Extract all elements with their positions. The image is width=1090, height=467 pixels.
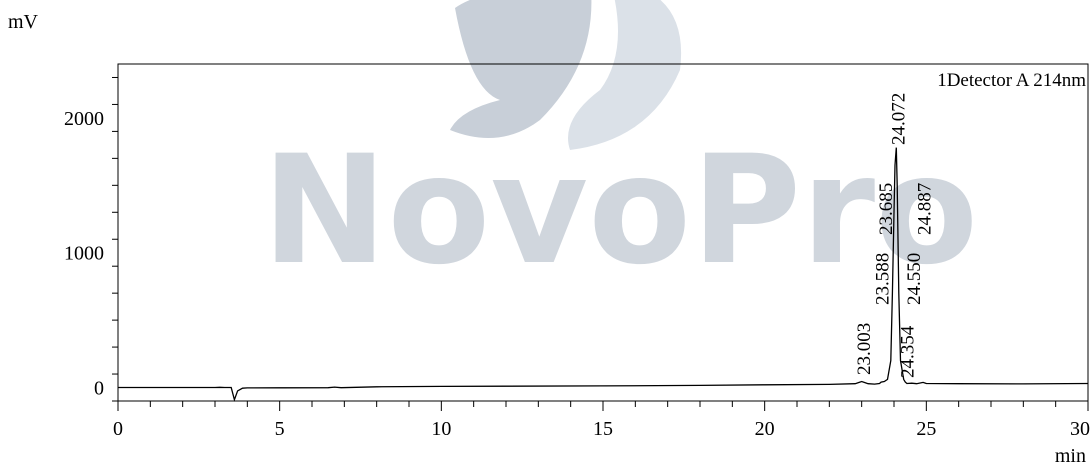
plot-frame	[117, 63, 1089, 402]
series-line	[118, 147, 1089, 402]
x-tick-label: 30	[1070, 418, 1090, 440]
peak-label: 24.887	[915, 183, 936, 235]
peak-label: 23.588	[873, 253, 894, 305]
watermark-text: NovoPro	[262, 124, 978, 298]
x-axis-label: min	[1055, 445, 1086, 467]
x-tick-label: 25	[916, 418, 936, 440]
peak-label: 24.550	[904, 253, 925, 305]
x-tick-label: 0	[113, 418, 123, 440]
peak-label: 24.354	[897, 325, 918, 378]
y-axis-label: mV	[8, 11, 39, 33]
x-tick-label: 10	[431, 418, 451, 440]
y-tick-label: 0	[94, 378, 104, 400]
legend-entry: 1Detector A 214nm	[937, 70, 1086, 91]
y-axis: 0 1000 2000	[64, 76, 118, 402]
y-tick-label: 1000	[64, 243, 104, 265]
x-axis: 0 5 10 15 20 25 30	[113, 401, 1090, 440]
peak-label: 23.003	[854, 323, 875, 375]
x-tick-label: 20	[755, 418, 775, 440]
peak-label: 24.072	[888, 93, 909, 145]
y-tick-label: 2000	[64, 108, 104, 130]
x-tick-label: 15	[593, 418, 613, 440]
peak-label: 23.685	[876, 183, 897, 235]
peak-labels: 23.003 23.588 23.685 24.072 24.354 24.550 24.8…	[854, 93, 936, 378]
x-tick-label: 5	[275, 418, 285, 440]
leaf-logo-icon	[450, 0, 682, 150]
